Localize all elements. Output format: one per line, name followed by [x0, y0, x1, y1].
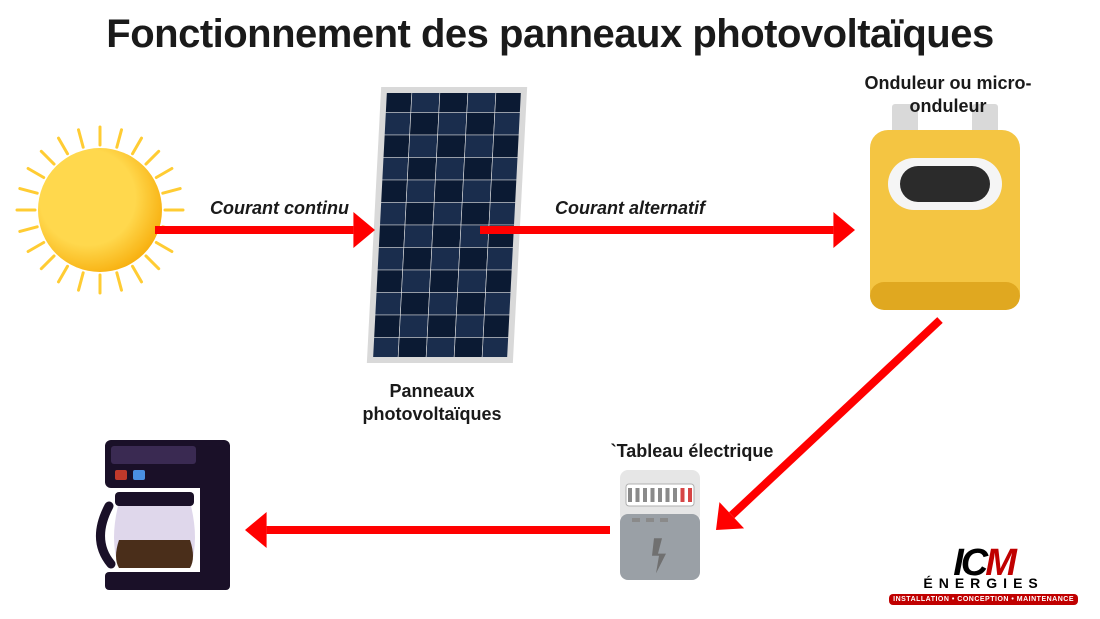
- dc-flow-label: Courant continu: [210, 198, 349, 219]
- brand-logo: ICM ÉNERGIES INSTALLATION • CONCEPTION •…: [889, 547, 1078, 605]
- electrical-panel-label: `Tableau électrique: [582, 440, 802, 463]
- inverter-label: Onduleur ou micro-onduleur: [838, 72, 1058, 117]
- ac-flow-label: Courant alternatif: [555, 198, 705, 219]
- solar-panel-label: Panneaux photovoltaïques: [332, 380, 532, 425]
